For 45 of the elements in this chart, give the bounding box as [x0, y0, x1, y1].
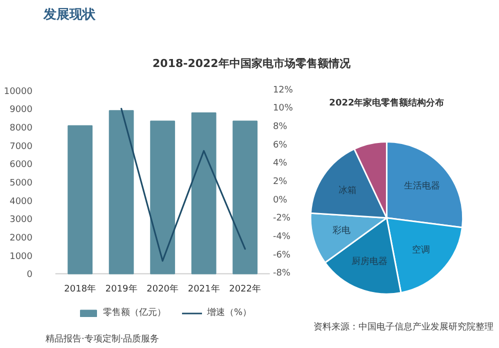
y2-tick-label: 6%: [272, 140, 288, 150]
chart-title: 2022年家电零售额结构分布: [329, 97, 444, 108]
x-tick-label: 2019年: [105, 284, 138, 295]
text: 发展现状: [42, 8, 96, 22]
bar: [232, 120, 258, 274]
y2-tick-label: 12%: [272, 85, 294, 96]
y-tick-label: 0: [26, 270, 33, 280]
y-tick-label: 4000: [10, 196, 33, 207]
bar: [68, 125, 93, 274]
x-tick-label: 2021年: [188, 284, 220, 295]
y-tick-label: 1000: [10, 252, 33, 262]
bar: [108, 110, 134, 274]
text: 精品报告·专项定制·品质服务: [45, 334, 160, 345]
slice-label: 彩电: [332, 225, 350, 236]
bar: [150, 120, 176, 274]
y-tick-label: 2000: [10, 234, 33, 244]
y2-tick-label: 0%: [272, 195, 288, 206]
bar: [191, 112, 216, 274]
slice-label: 生活电器: [404, 180, 440, 192]
y-tick-label: 8000: [10, 123, 33, 134]
y-tick-label: 9000: [10, 105, 33, 116]
y-tick-label: 7000: [10, 142, 33, 152]
y-tick-label: 3000: [10, 215, 33, 226]
legend-label: 增速（%）: [207, 306, 252, 319]
x-tick-label: 2022年: [229, 284, 262, 295]
y2-tick-label: 10%: [272, 104, 294, 114]
y2-tick-label: 4%: [272, 158, 288, 169]
y2-tick-label: -6%: [272, 250, 291, 260]
y2-tick-label: -2%: [272, 214, 291, 224]
y-tick-label: 10000: [4, 86, 33, 97]
slice-label: 空调: [412, 244, 430, 256]
y-tick-label: 5000: [10, 178, 33, 189]
slice-label: 厨房电器: [351, 256, 388, 268]
chart-title: 2018-2022年中国家电市场零售额情况: [152, 56, 352, 70]
text: 资料来源：中国电子信息产业发展研究院整理: [314, 322, 494, 333]
y2-tick-label: -8%: [272, 268, 291, 279]
y2-tick-label: 8%: [272, 122, 288, 132]
line-series: [120, 108, 246, 262]
legend-label: 零售额（亿元）: [103, 306, 166, 319]
x-tick-label: 2018年: [64, 284, 96, 295]
slice-label: 冰箱: [338, 185, 357, 196]
y2-tick-label: -4%: [272, 232, 291, 242]
x-tick-label: 2020年: [146, 284, 179, 295]
y2-tick-label: 2%: [272, 177, 288, 188]
y-tick-label: 6000: [10, 160, 33, 170]
